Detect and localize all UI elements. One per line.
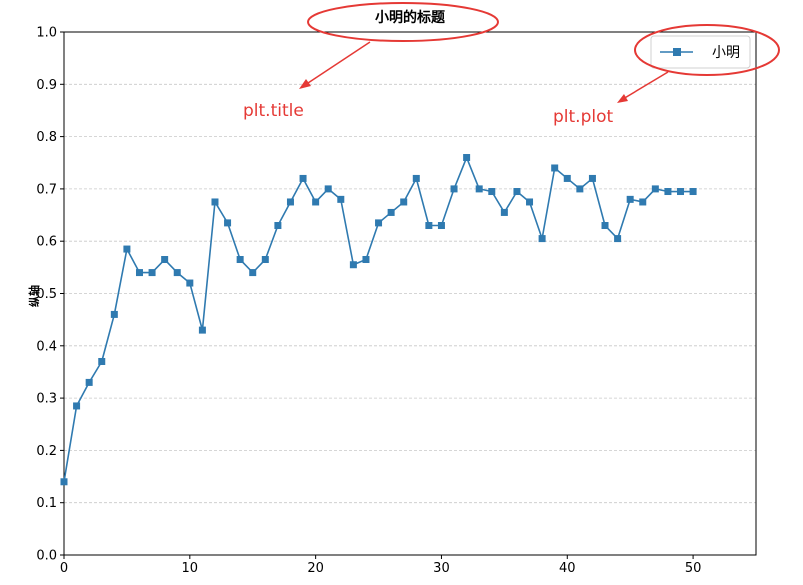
annotation-plt-title: plt.title xyxy=(243,101,304,121)
data-point xyxy=(626,195,634,203)
y-tick-label: 0.9 xyxy=(36,78,57,93)
data-point xyxy=(689,188,697,196)
x-tick-label: 30 xyxy=(433,561,450,576)
data-point xyxy=(261,256,269,264)
data-point xyxy=(513,188,521,196)
grid-lines xyxy=(64,83,756,504)
data-point xyxy=(475,185,483,193)
data-point xyxy=(614,235,622,243)
legend-label: 小明 xyxy=(712,45,740,61)
data-point xyxy=(576,185,584,193)
data-point xyxy=(85,378,93,386)
data-point xyxy=(387,208,395,216)
data-point xyxy=(312,198,320,206)
data-point xyxy=(135,269,143,277)
data-point xyxy=(664,188,672,196)
chart-title: 小明的标题 xyxy=(375,9,446,26)
annotations: plt.title plt.plot xyxy=(243,2,780,127)
y-tick-label: 0.6 xyxy=(36,235,57,250)
data-point xyxy=(437,222,445,230)
title-arrow-head xyxy=(299,79,311,89)
data-point xyxy=(286,198,294,206)
series-line xyxy=(63,156,694,482)
x-tick-label: 40 xyxy=(559,561,576,576)
x-tick-label: 10 xyxy=(182,561,199,576)
y-tick-label: 0.3 xyxy=(36,392,57,407)
y-axis: 0.0 0.1 0.2 0.3 0.4 0.5 0.6 0.7 0.8 0.9 1.0 xyxy=(36,26,64,564)
data-point xyxy=(538,235,546,243)
legend-arrow-head xyxy=(617,94,628,103)
data-point xyxy=(173,269,181,277)
data-point xyxy=(412,174,420,182)
data-point xyxy=(450,185,458,193)
y-tick-label: 0.4 xyxy=(36,339,57,354)
data-point xyxy=(224,219,232,227)
data-point xyxy=(526,198,534,206)
data-point xyxy=(274,222,282,230)
data-point xyxy=(463,154,471,162)
title-highlight-ellipse xyxy=(307,2,499,42)
data-point xyxy=(651,185,659,193)
x-axis: 0 10 20 30 40 50 xyxy=(60,555,702,576)
title-arrow-line xyxy=(304,41,371,86)
y-axis-label: 纵轴 xyxy=(27,285,41,307)
x-tick-label: 20 xyxy=(307,561,324,576)
legend: 小明 xyxy=(650,35,751,69)
annotation-plt-plot: plt.plot xyxy=(553,107,613,127)
data-point xyxy=(488,188,496,196)
legend-box xyxy=(650,35,751,69)
data-point xyxy=(400,198,408,206)
series-layer xyxy=(60,154,697,486)
data-point xyxy=(639,198,647,206)
y-tick-label: 0.0 xyxy=(36,549,57,564)
data-point xyxy=(425,222,433,230)
data-point xyxy=(324,185,332,193)
data-point xyxy=(551,164,559,172)
data-point xyxy=(73,402,81,410)
data-point xyxy=(60,478,68,486)
data-point xyxy=(337,195,345,203)
y-tick-label: 0.5 xyxy=(36,287,57,302)
data-point xyxy=(375,219,383,227)
data-point xyxy=(500,208,508,216)
legend-arrow-line xyxy=(622,71,669,100)
data-point xyxy=(563,174,571,182)
data-point xyxy=(249,269,257,277)
legend-marker-swatch xyxy=(673,48,681,56)
data-point xyxy=(236,256,244,264)
data-point xyxy=(148,269,156,277)
legend-highlight-ellipse xyxy=(634,24,780,76)
data-point xyxy=(299,174,307,182)
data-point xyxy=(98,357,106,365)
data-point xyxy=(349,261,357,269)
data-point xyxy=(198,326,206,334)
data-point xyxy=(362,256,370,264)
data-point xyxy=(123,245,131,253)
y-tick-label: 1.0 xyxy=(36,26,57,41)
data-point xyxy=(588,174,596,182)
data-point xyxy=(161,256,169,264)
y-tick-label: 0.7 xyxy=(36,182,57,197)
x-tick-label: 0 xyxy=(60,561,68,576)
y-tick-label: 0.8 xyxy=(36,130,57,145)
data-point xyxy=(211,198,219,206)
data-point xyxy=(601,222,609,230)
y-tick-label: 0.1 xyxy=(36,496,57,511)
data-point xyxy=(110,310,118,318)
data-point xyxy=(186,279,194,287)
x-tick-label: 50 xyxy=(685,561,702,576)
data-point xyxy=(677,188,685,196)
y-tick-label: 0.2 xyxy=(36,444,57,459)
